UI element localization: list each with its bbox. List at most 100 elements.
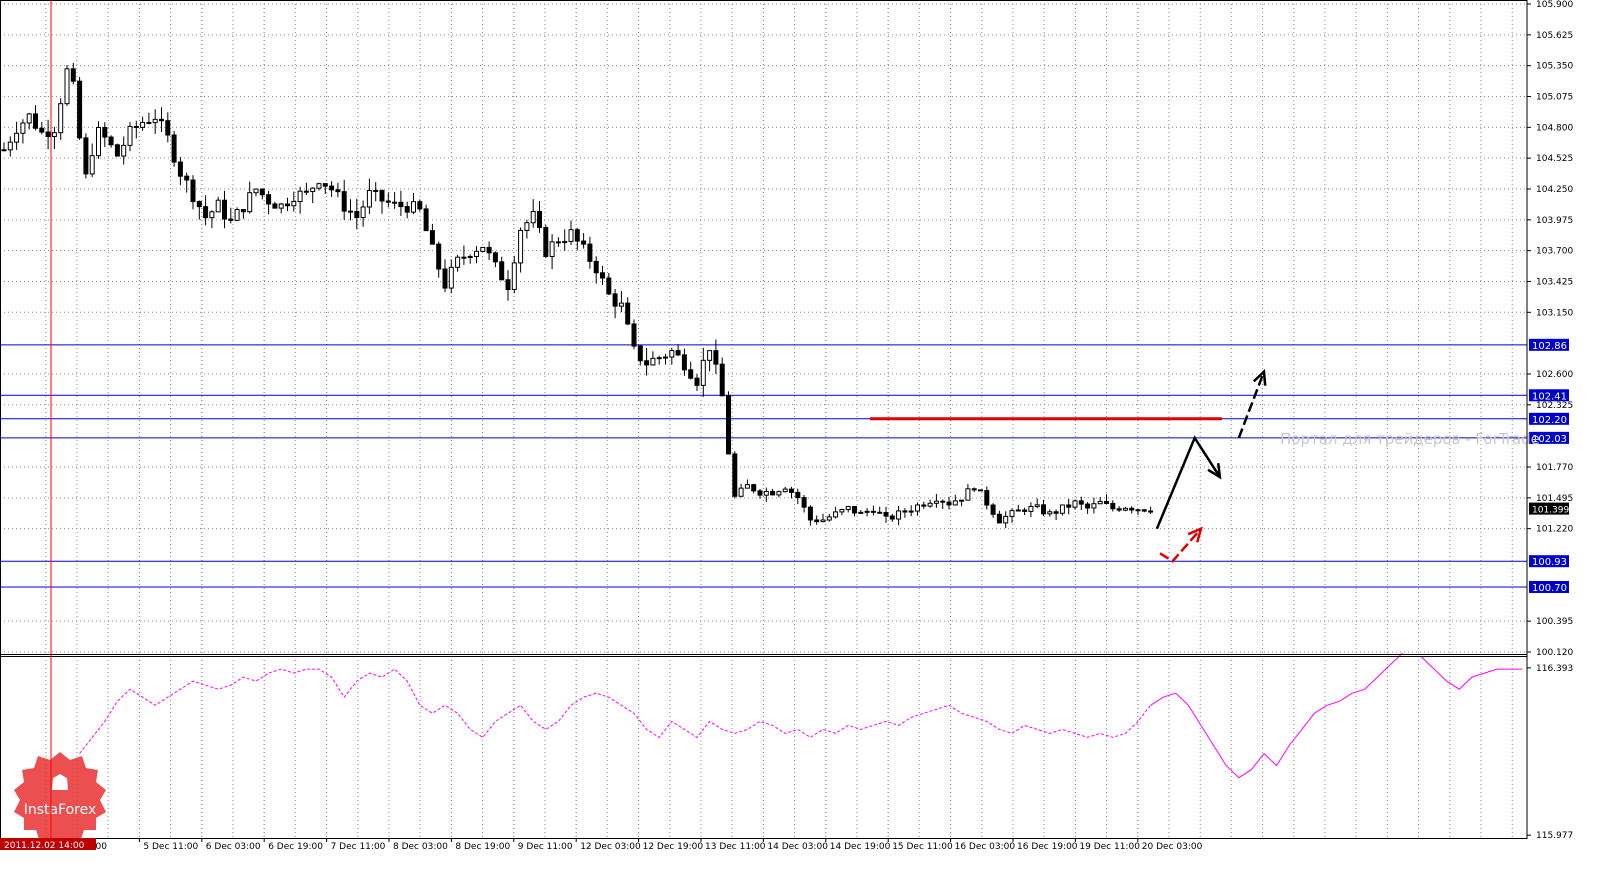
candle-body — [719, 363, 725, 397]
candle-body — [656, 357, 662, 360]
candle-body — [864, 510, 870, 513]
forecast-arrowhead-red — [1187, 526, 1203, 543]
candle-body — [1129, 507, 1135, 511]
candle-body — [215, 199, 221, 213]
candle-body — [474, 250, 479, 258]
candle-body — [492, 252, 498, 263]
candle-body — [64, 68, 70, 105]
candle-body — [354, 210, 360, 219]
y-tick-label: 103.425 — [1536, 277, 1573, 287]
candle-body — [329, 185, 335, 191]
candle-body — [411, 201, 416, 213]
x-tick-label: 15 Dec 11:00 — [892, 842, 953, 852]
candle-body — [58, 103, 64, 134]
candle-body — [417, 201, 423, 210]
axes: 19:005 Dec 11:006 Dec 03:006 Dec 19:007 … — [0, 0, 1573, 852]
candle-body — [587, 243, 593, 262]
candle-body — [322, 183, 328, 187]
candle-body — [681, 354, 687, 371]
candle-body — [877, 511, 883, 514]
candle-body — [505, 279, 511, 291]
candle-body — [392, 201, 398, 204]
time-marker: 2011.12.02 14:00 — [0, 0, 96, 851]
candle-body — [820, 519, 826, 523]
instaforex-logo: ☗ InstaForex — [14, 752, 106, 846]
oscillator-line — [1421, 656, 1523, 690]
candle-body — [996, 513, 1002, 524]
osc-y-tick-label: 116.393 — [1536, 664, 1573, 674]
candle-body — [1141, 509, 1147, 512]
candle-body — [1059, 504, 1065, 514]
candle-body — [39, 127, 45, 133]
x-tick-label: 12 Dec 19:00 — [643, 842, 704, 852]
candle-body — [14, 132, 20, 143]
candle-body — [140, 121, 146, 128]
candle-body — [366, 190, 372, 208]
candle-body — [555, 241, 561, 244]
candle-body — [1066, 504, 1072, 508]
candle-body — [1104, 500, 1109, 504]
candle-body — [499, 261, 505, 281]
candle-body — [644, 360, 650, 366]
candle-body — [984, 490, 990, 506]
level-label: 102.86 — [1532, 341, 1567, 352]
candle-body — [1, 149, 7, 152]
candle-body — [253, 188, 259, 194]
candle-body — [518, 229, 524, 264]
candle-body — [574, 229, 580, 242]
candle-body — [744, 484, 750, 489]
y-tick-label: 101.770 — [1536, 463, 1573, 473]
oscillator — [79, 652, 1523, 779]
candle-body — [600, 272, 605, 279]
candle-body — [568, 229, 574, 242]
level-label-box — [1529, 555, 1569, 568]
y-tick-label: 100.120 — [1536, 648, 1573, 658]
level-label: 100.70 — [1532, 583, 1567, 594]
candle-body — [896, 510, 902, 520]
candle-body — [1022, 509, 1028, 512]
candle-body — [159, 118, 164, 122]
candle-body — [631, 323, 637, 347]
candle-body — [177, 161, 183, 177]
level-label-box — [1529, 389, 1569, 402]
candle-body — [1047, 511, 1053, 515]
candle-body — [360, 206, 366, 219]
candle-body — [448, 266, 454, 289]
candle-body — [562, 240, 568, 244]
candle-body — [96, 127, 101, 157]
candle-body — [637, 345, 643, 362]
candle-body — [1097, 500, 1103, 505]
candle-body — [1003, 515, 1009, 524]
candle-body — [51, 132, 57, 137]
candle-body — [234, 209, 240, 221]
oscillator-line — [1150, 652, 1403, 779]
candle-body — [713, 350, 719, 365]
candle-body — [1072, 500, 1078, 508]
candle-body — [700, 359, 706, 386]
candle-body — [606, 277, 612, 295]
candle-body — [442, 268, 448, 289]
candle-body — [291, 201, 297, 207]
candle-body — [196, 201, 202, 208]
candle-body — [26, 113, 32, 124]
candle-body — [908, 510, 914, 513]
candle-body — [1053, 511, 1059, 514]
candle-body — [927, 502, 933, 507]
candle-body — [915, 504, 920, 512]
candle-body — [33, 113, 38, 129]
candle-body — [152, 118, 158, 124]
candle-body — [870, 510, 876, 513]
y-tick-label: 100.395 — [1536, 617, 1573, 627]
candle-body — [102, 127, 108, 138]
candle-body — [883, 512, 889, 517]
candle-body — [511, 262, 517, 291]
candle-body — [845, 505, 851, 511]
candle-body — [165, 120, 171, 136]
x-tick-label: 5 Dec 11:00 — [143, 842, 198, 852]
y-tick-label: 103.700 — [1536, 247, 1573, 257]
candle-body — [663, 356, 668, 359]
logo-icon: ☗ — [50, 771, 70, 796]
candle-body — [436, 243, 442, 270]
candle-body — [732, 453, 738, 497]
candle-body — [946, 501, 952, 506]
